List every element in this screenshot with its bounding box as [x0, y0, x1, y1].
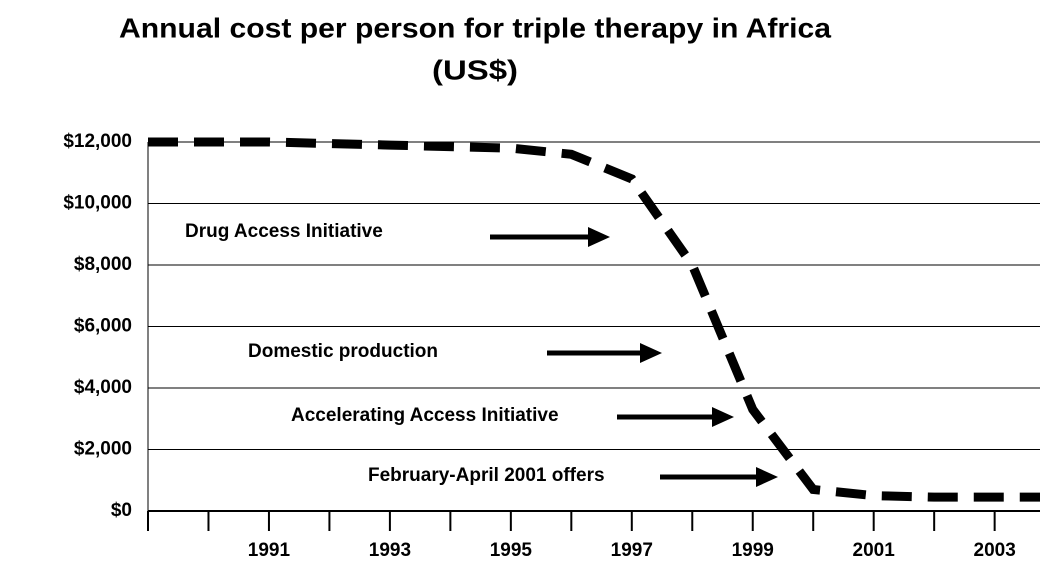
y-tick-label: $0	[111, 500, 132, 521]
y-tick-label: $8,000	[74, 254, 132, 275]
x-tick-label: 1993	[369, 540, 411, 561]
arrow-head	[640, 343, 662, 363]
x-tick-label: 2003	[974, 540, 1016, 561]
arrow-head	[756, 467, 778, 487]
chart-subtitle: (US$)	[432, 54, 518, 85]
x-tick-label: 1999	[732, 540, 774, 561]
x-tick-label: 1995	[490, 540, 533, 561]
y-tick-label: $10,000	[63, 193, 132, 214]
x-tick-label: 2001	[853, 540, 896, 561]
y-tick-label: $12,000	[63, 131, 132, 152]
annotation: Drug Access Initiative	[185, 221, 383, 242]
annotation: February-April 2001 offers	[368, 465, 605, 486]
arrows	[490, 227, 778, 487]
x-tick-label: 1997	[611, 540, 653, 561]
cost-line	[148, 137, 1040, 502]
chart-title: Annual cost per person for triple therap…	[119, 12, 831, 43]
x-tick-label: 1991	[248, 540, 291, 561]
y-tick-label: $4,000	[74, 377, 132, 398]
y-tick-label: $6,000	[74, 316, 132, 337]
arrow-head	[588, 227, 610, 247]
annotation: Accelerating Access Initiative	[291, 405, 559, 426]
annotation: Domestic production	[248, 341, 438, 362]
arrow-head	[712, 407, 734, 427]
y-tick-label: $2,000	[74, 439, 132, 460]
